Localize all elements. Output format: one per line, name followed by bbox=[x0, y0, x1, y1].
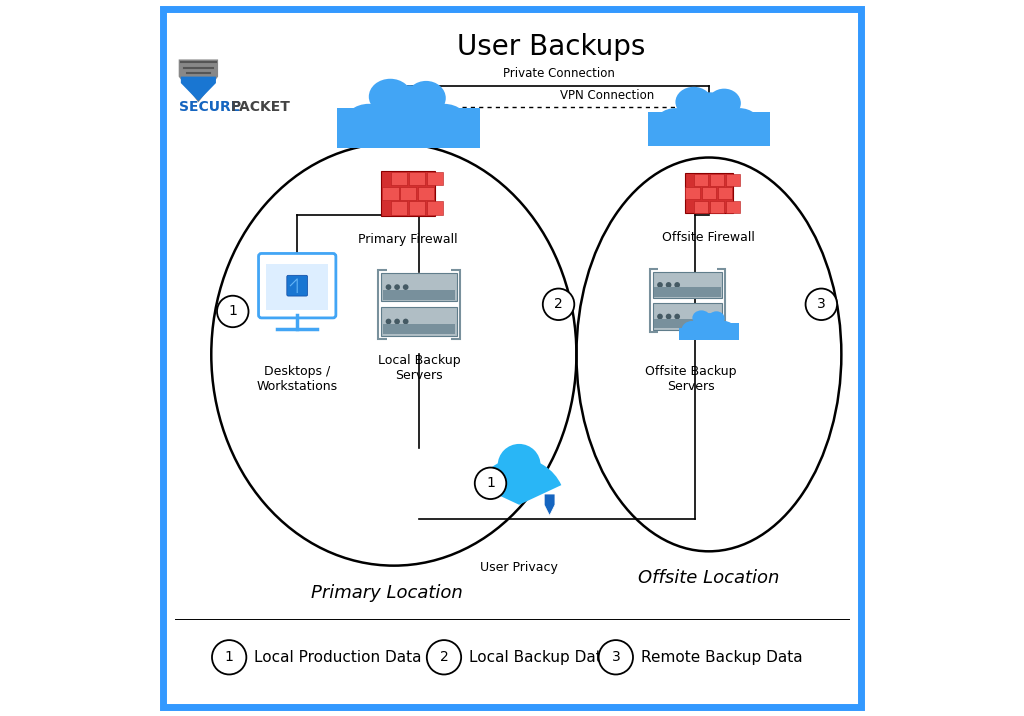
Text: Offsite Firewall: Offsite Firewall bbox=[663, 231, 756, 243]
Text: SECURE: SECURE bbox=[179, 100, 240, 115]
Ellipse shape bbox=[709, 311, 725, 326]
Text: 2: 2 bbox=[439, 650, 449, 664]
Text: Offsite Location: Offsite Location bbox=[638, 569, 779, 587]
Bar bbox=[383, 290, 455, 300]
Text: 1: 1 bbox=[224, 650, 233, 664]
Bar bbox=[648, 112, 770, 146]
Text: 1: 1 bbox=[486, 476, 495, 490]
Text: Local Production Data: Local Production Data bbox=[254, 650, 422, 664]
Bar bbox=[427, 201, 443, 215]
Circle shape bbox=[599, 640, 633, 674]
Text: User Privacy: User Privacy bbox=[480, 561, 558, 574]
Polygon shape bbox=[181, 77, 216, 101]
Circle shape bbox=[386, 284, 391, 290]
FancyBboxPatch shape bbox=[287, 275, 307, 296]
Bar bbox=[381, 171, 435, 216]
Text: Offsite Backup
Servers: Offsite Backup Servers bbox=[645, 365, 736, 393]
Ellipse shape bbox=[376, 85, 440, 137]
Text: 3: 3 bbox=[817, 297, 825, 311]
Ellipse shape bbox=[369, 79, 412, 115]
Bar bbox=[654, 287, 721, 296]
Text: VPN Connection: VPN Connection bbox=[560, 90, 654, 102]
Ellipse shape bbox=[682, 92, 736, 136]
Circle shape bbox=[427, 640, 461, 674]
Text: Primary Location: Primary Location bbox=[311, 584, 463, 601]
Polygon shape bbox=[179, 59, 218, 102]
Circle shape bbox=[212, 640, 247, 674]
Circle shape bbox=[675, 282, 680, 288]
Bar bbox=[427, 172, 443, 185]
Bar bbox=[400, 187, 417, 200]
Text: PACKET: PACKET bbox=[230, 100, 290, 115]
Text: 3: 3 bbox=[611, 650, 621, 664]
Bar bbox=[654, 319, 721, 328]
Text: 2: 2 bbox=[554, 297, 563, 311]
Circle shape bbox=[394, 284, 400, 290]
Circle shape bbox=[666, 282, 672, 288]
Bar bbox=[701, 188, 716, 199]
Bar bbox=[685, 188, 700, 199]
Bar bbox=[381, 307, 457, 336]
Text: 1: 1 bbox=[228, 304, 238, 319]
Circle shape bbox=[543, 289, 574, 320]
Bar bbox=[679, 323, 739, 339]
Bar bbox=[337, 108, 480, 148]
Bar bbox=[726, 200, 740, 213]
FancyBboxPatch shape bbox=[258, 253, 336, 318]
Bar bbox=[391, 172, 408, 185]
Circle shape bbox=[394, 319, 400, 324]
Ellipse shape bbox=[692, 310, 711, 325]
Bar bbox=[653, 304, 722, 329]
Ellipse shape bbox=[682, 321, 703, 339]
Circle shape bbox=[498, 444, 541, 487]
Text: Remote Backup Data: Remote Backup Data bbox=[641, 650, 803, 664]
Circle shape bbox=[402, 319, 409, 324]
Circle shape bbox=[657, 314, 663, 319]
Ellipse shape bbox=[343, 104, 394, 147]
Ellipse shape bbox=[708, 89, 740, 118]
Bar bbox=[685, 173, 733, 213]
Ellipse shape bbox=[407, 81, 445, 115]
Text: Desktops /
Workstations: Desktops / Workstations bbox=[257, 365, 338, 393]
Bar bbox=[381, 273, 457, 301]
Bar bbox=[409, 172, 425, 185]
Bar bbox=[710, 200, 724, 213]
Text: Local Backup Data: Local Backup Data bbox=[469, 650, 611, 664]
Ellipse shape bbox=[676, 87, 712, 117]
Text: Private Connection: Private Connection bbox=[503, 67, 614, 80]
Circle shape bbox=[806, 289, 837, 320]
Circle shape bbox=[666, 314, 672, 319]
Bar bbox=[710, 174, 724, 186]
Bar bbox=[718, 188, 732, 199]
Circle shape bbox=[402, 284, 409, 290]
Circle shape bbox=[217, 296, 249, 327]
Circle shape bbox=[657, 282, 663, 288]
Bar bbox=[726, 174, 740, 186]
Ellipse shape bbox=[718, 108, 761, 145]
Circle shape bbox=[386, 319, 391, 324]
Bar bbox=[653, 272, 722, 298]
Bar bbox=[383, 324, 455, 334]
Ellipse shape bbox=[653, 108, 697, 145]
Wedge shape bbox=[477, 458, 561, 505]
Circle shape bbox=[475, 468, 506, 499]
Circle shape bbox=[675, 314, 680, 319]
Bar bbox=[391, 201, 408, 215]
Bar bbox=[418, 187, 434, 200]
Bar bbox=[382, 187, 398, 200]
Ellipse shape bbox=[418, 104, 470, 147]
Text: Primary Firewall: Primary Firewall bbox=[358, 233, 458, 246]
Polygon shape bbox=[544, 494, 555, 516]
Text: User Backups: User Backups bbox=[457, 32, 645, 61]
Bar bbox=[409, 201, 425, 215]
Bar bbox=[693, 200, 709, 213]
Text: Local Backup
Servers: Local Backup Servers bbox=[378, 354, 460, 382]
Ellipse shape bbox=[695, 313, 723, 335]
Bar bbox=[266, 264, 328, 310]
Ellipse shape bbox=[713, 321, 735, 339]
Bar bbox=[693, 174, 709, 186]
